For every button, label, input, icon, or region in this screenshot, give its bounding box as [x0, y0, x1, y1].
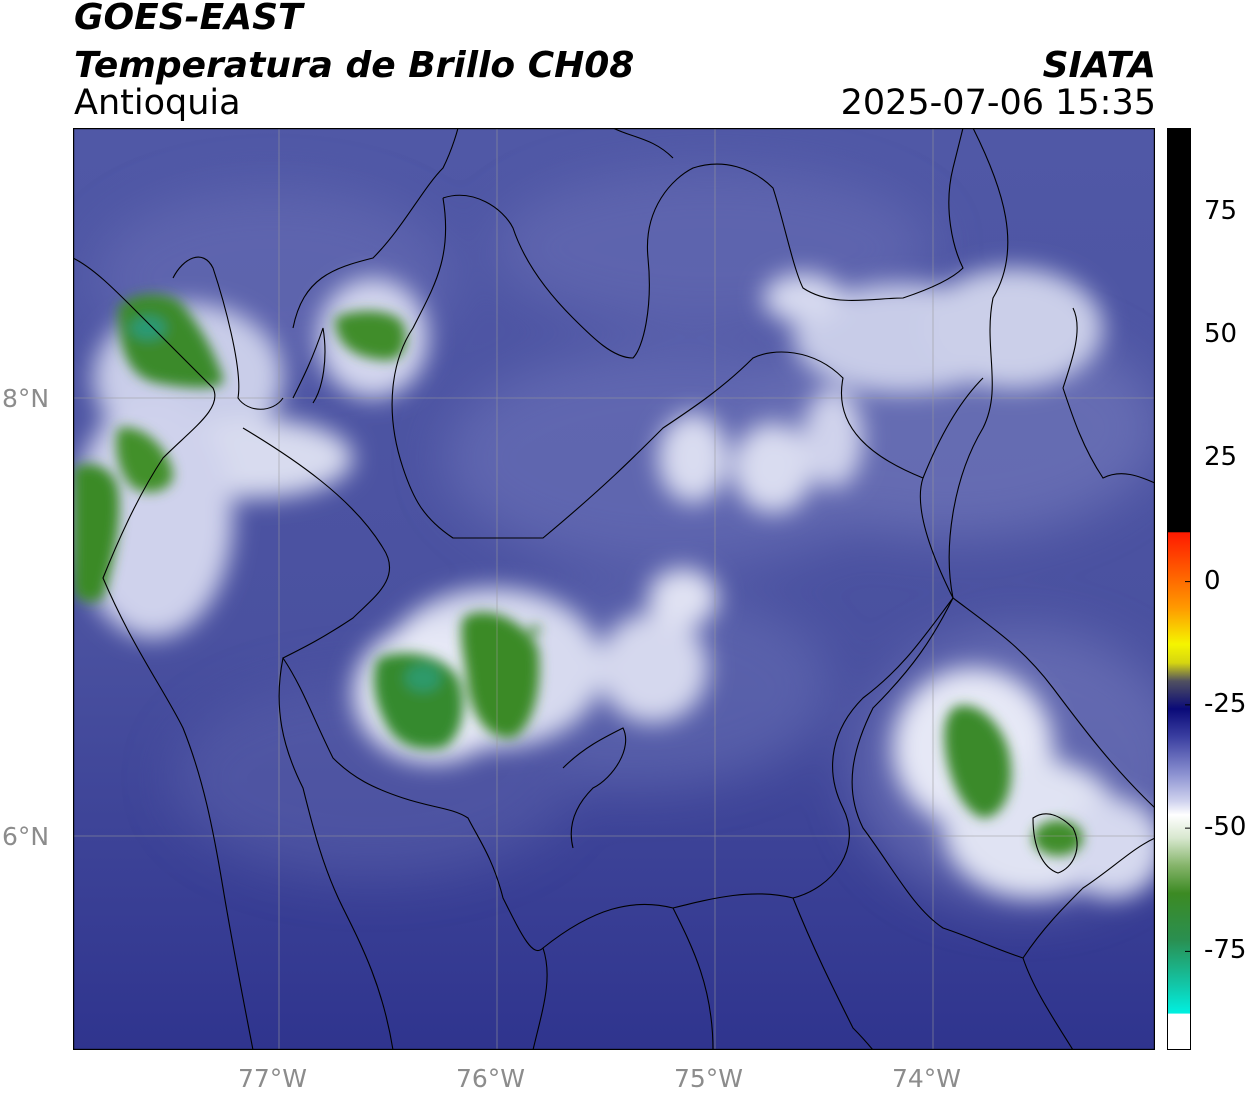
border-east-santander [948, 128, 1155, 809]
border-antioquia [242, 197, 954, 952]
product-title: Temperatura de Brillo CH08 [74, 45, 635, 86]
border-magdalena [922, 377, 984, 479]
coastline-pacific [73, 257, 254, 1050]
border-boyaca [851, 597, 1155, 959]
border-north [612, 128, 674, 159]
border-venezuela [1062, 307, 1155, 484]
colorbar-tick-label: 50 [1204, 319, 1238, 350]
border-south [672, 907, 714, 1050]
map-frame [73, 128, 1155, 1050]
border-cundinamarca [792, 897, 874, 1050]
colorbar-tick-label: -25 [1204, 688, 1247, 719]
coastline-caribbean [292, 128, 459, 329]
coastline-uraba [172, 256, 284, 410]
colorbar-ticks [1185, 211, 1191, 952]
satellite-title: GOES-EAST [74, 0, 303, 38]
region-subtitle: Antioquia [74, 83, 241, 123]
lat-tick-label-6: 6°N [2, 822, 50, 851]
border-muni-2 [1032, 813, 1078, 874]
colorbar [1167, 128, 1191, 1050]
colorbar-tick-label: -75 [1204, 935, 1247, 966]
coastline-gulf [292, 327, 326, 404]
border-choco-east [278, 657, 394, 1050]
lon-tick-label-74: 74°W [892, 1064, 962, 1093]
lon-tick-label-75: 75°W [674, 1064, 744, 1093]
colorbar-tick-label: 75 [1204, 195, 1238, 226]
colorbar-frame [1167, 128, 1191, 1050]
satellite-map [73, 128, 1155, 1050]
border-caldas [532, 947, 548, 1050]
lat-tick-label-8: 8°N [2, 384, 50, 413]
timestamp-label: 2025-07-06 15:35 [840, 83, 1156, 123]
border-santander-2 [1022, 957, 1074, 1050]
lon-tick-label-77: 77°W [238, 1064, 308, 1093]
colorbar-tick-label: 25 [1204, 442, 1238, 473]
lon-tick-label-76: 76°W [456, 1064, 526, 1093]
brand-label: SIATA [1042, 45, 1156, 86]
border-muni-1 [562, 727, 627, 849]
colorbar-fill [1167, 128, 1191, 1050]
colorbar-tick-label: -50 [1204, 812, 1247, 843]
colorbar-tick-label: 0 [1204, 565, 1221, 596]
map-gridlines [73, 128, 1155, 1050]
border-cordoba [442, 128, 964, 359]
map-boundaries [73, 128, 1155, 1050]
